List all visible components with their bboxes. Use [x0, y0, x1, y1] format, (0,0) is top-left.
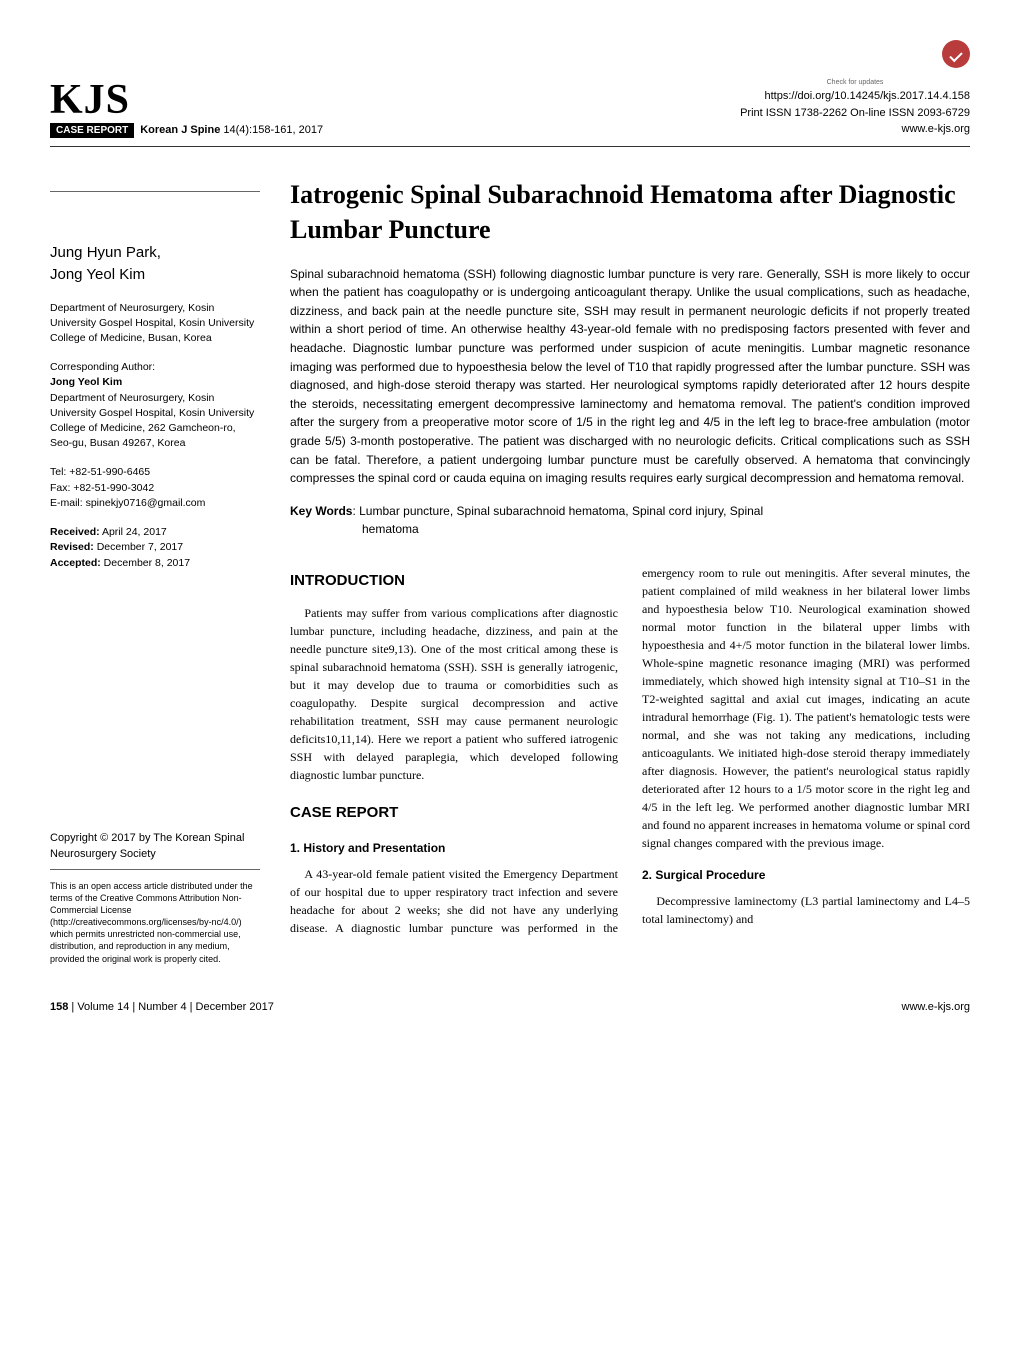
sidebar-rule-top: [50, 191, 260, 192]
subsection-history: 1. History and Presentation: [290, 839, 618, 857]
license: This is an open access article distribut…: [50, 880, 260, 965]
copyright: Copyright © 2017 by The Korean Spinal Ne…: [50, 831, 260, 863]
doi-line: https://doi.org/10.14245/kjs.2017.14.4.1…: [740, 88, 970, 105]
affiliation: Department of Neurosurgery, Kosin Univer…: [50, 301, 260, 347]
revised-label: Revised:: [50, 541, 94, 553]
page: KJS CASE REPORT Korean J Spine 14(4):158…: [0, 0, 1020, 1043]
header-meta: Check for updates https://doi.org/10.142…: [740, 40, 970, 138]
keywords-label: Key Words: [290, 504, 352, 518]
corresponding-name: Jong Yeol Kim: [50, 375, 260, 390]
revised: Revised: December 7, 2017: [50, 540, 260, 555]
page-number: 158: [50, 1001, 68, 1013]
check-updates-label: Check for updates: [740, 78, 970, 89]
received-value: April 24, 2017: [100, 526, 167, 538]
journal-issue: 14(4):158-161, 2017: [220, 124, 323, 136]
keywords-line1: : Lumbar puncture, Spinal subarachnoid h…: [352, 504, 763, 518]
section-introduction: INTRODUCTION: [290, 570, 618, 593]
journal-citation: Korean J Spine 14(4):158-161, 2017: [140, 124, 323, 136]
dates-block: Received: April 24, 2017 Revised: Decemb…: [50, 525, 260, 571]
check-updates-wrap: Check for updates: [740, 40, 970, 88]
case-report-badge: CASE REPORT: [50, 123, 134, 138]
author-2: Jong Yeol Kim: [50, 264, 260, 287]
article-title: Iatrogenic Spinal Subarachnoid Hematoma …: [290, 177, 970, 247]
journal-name: Korean J Spine: [140, 124, 220, 136]
footer-left: 158 | Volume 14 | Number 4 | December 20…: [50, 1001, 274, 1013]
surgical-paragraph-1: Decompressive laminectomy (L3 partial la…: [642, 892, 970, 928]
tel: Tel: +82-51-990-6465: [50, 465, 260, 480]
issn-line: Print ISSN 1738-2262 On-line ISSN 2093-6…: [740, 105, 970, 122]
footer-right: www.e-kjs.org: [902, 1001, 970, 1013]
sidebar: Jung Hyun Park, Jong Yeol Kim Department…: [50, 177, 260, 965]
author-1: Jung Hyun Park,: [50, 242, 260, 265]
check-updates-icon[interactable]: [942, 40, 970, 68]
body-columns: INTRODUCTION Patients may suffer from va…: [290, 564, 970, 937]
received: Received: April 24, 2017: [50, 525, 260, 540]
section-case-report: CASE REPORT: [290, 802, 618, 825]
corresponding-affiliation: Department of Neurosurgery, Kosin Univer…: [50, 391, 260, 452]
abstract: Spinal subarachnoid hematoma (SSH) follo…: [290, 265, 970, 488]
main-grid: Jung Hyun Park, Jong Yeol Kim Department…: [50, 177, 970, 965]
header: KJS CASE REPORT Korean J Spine 14(4):158…: [50, 40, 970, 147]
logo-block: KJS CASE REPORT Korean J Spine 14(4):158…: [50, 79, 323, 138]
accepted-value: December 8, 2017: [101, 557, 190, 569]
subsection-surgical: 2. Surgical Procedure: [642, 866, 970, 884]
keywords: Key Words: Lumbar puncture, Spinal subar…: [290, 502, 970, 538]
corresponding-label: Corresponding Author:: [50, 360, 260, 375]
case-report-row: CASE REPORT Korean J Spine 14(4):158-161…: [50, 123, 323, 138]
footer: 158 | Volume 14 | Number 4 | December 20…: [50, 993, 970, 1013]
received-label: Received:: [50, 526, 100, 538]
journal-logo: KJS: [50, 79, 323, 121]
keywords-line2: hematoma: [290, 520, 970, 538]
revised-value: December 7, 2017: [94, 541, 183, 553]
site-line: www.e-kjs.org: [740, 121, 970, 138]
contact-block: Tel: +82-51-990-6465 Fax: +82-51-990-304…: [50, 465, 260, 511]
email: E-mail: spinekjy0716@gmail.com: [50, 496, 260, 511]
intro-paragraph-1: Patients may suffer from various complic…: [290, 604, 618, 784]
accepted: Accepted: December 8, 2017: [50, 556, 260, 571]
sidebar-rule-bottom: [50, 869, 260, 870]
footer-volume: | Volume 14 | Number 4 | December 2017: [68, 1001, 273, 1013]
content: Iatrogenic Spinal Subarachnoid Hematoma …: [290, 177, 970, 965]
author-list: Jung Hyun Park, Jong Yeol Kim: [50, 242, 260, 287]
accepted-label: Accepted:: [50, 557, 101, 569]
fax: Fax: +82-51-990-3042: [50, 481, 260, 496]
